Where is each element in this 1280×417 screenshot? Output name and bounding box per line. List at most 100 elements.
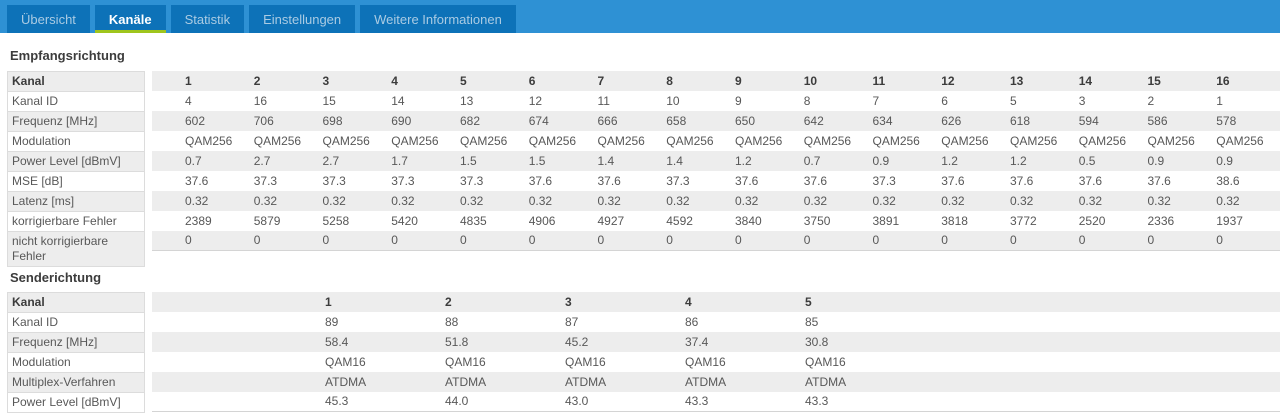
column-header: 2 <box>248 71 318 91</box>
table-cell: 0 <box>386 231 455 251</box>
spacer-cell <box>152 211 180 231</box>
row-label: Frequenz [MHz] <box>7 333 145 353</box>
table-cell: 2389 <box>185 213 212 228</box>
table-cell: 3772 <box>1010 213 1037 228</box>
table-cell: QAM256 <box>872 133 920 148</box>
row-label-column: Kanal Kanal ID Frequenz [MHz] Modulation Mul… <box>7 292 145 413</box>
table-cell: 12 <box>528 93 543 108</box>
tab-einstellungen[interactable]: Einstellungen <box>249 5 356 33</box>
table-cell: QAM256 <box>735 133 783 148</box>
tab-kanaele[interactable]: Kanäle <box>94 5 166 33</box>
table-cell: 0 <box>248 231 318 251</box>
table-cell: 2520 <box>1078 213 1106 228</box>
table-cell: 37.6 <box>528 173 553 188</box>
table-cell: 0 <box>730 231 799 251</box>
row-label: nicht korrigierbare Fehler <box>7 232 145 267</box>
table-cell: 0.32 <box>317 191 387 211</box>
filler-cell <box>920 372 1280 392</box>
table-cell: ATDMA <box>560 372 680 392</box>
table-cell: 0.9 <box>1211 151 1280 171</box>
row-label: Latenz [ms] <box>7 192 145 212</box>
spacer-cell <box>152 352 320 372</box>
table-cell: 698 <box>317 111 387 131</box>
channel-data-grid: 1 2 3 4 5 89 88 87 86 85 58.4 51.8 45.2 37.4 30.8 QAM16… <box>152 292 1280 412</box>
table-cell: 10 <box>666 93 680 108</box>
table-cell: ATDMA <box>440 372 560 392</box>
table-cell: 5258 <box>322 213 350 228</box>
table-cell: 37.6 <box>803 173 828 188</box>
table-cell: 2 <box>1147 93 1155 108</box>
table-cell: 0.32 <box>936 191 1005 211</box>
table-cell: 3 <box>1078 93 1086 108</box>
table-cell: 0.7 <box>180 151 249 171</box>
table-cell: QAM256 <box>941 133 989 148</box>
table-cell: QAM256 <box>460 133 508 148</box>
spacer-cell <box>152 151 180 171</box>
table-cell: 650 <box>730 111 799 131</box>
table-cell: 88 <box>445 314 459 329</box>
table-cell: 674 <box>523 111 593 131</box>
tab-uebersicht[interactable]: Übersicht <box>7 5 90 33</box>
table-cell: 0.32 <box>180 191 249 211</box>
table-cell: 0.32 <box>455 191 524 211</box>
table-cell: 2.7 <box>317 151 387 171</box>
spacer-cell <box>152 231 180 251</box>
table-cell: 3891 <box>872 213 900 228</box>
table-cell: 45.2 <box>560 332 680 352</box>
spacer-cell <box>152 191 180 211</box>
table-cell: 706 <box>248 111 318 131</box>
table-cell: 89 <box>325 314 339 329</box>
column-header: 7 <box>592 71 662 91</box>
table-cell: 0 <box>1142 231 1212 251</box>
spacer-cell <box>152 131 180 151</box>
table-cell: 0.32 <box>661 191 730 211</box>
table-cell: 37.3 <box>253 173 278 188</box>
corner-label: Kanal <box>7 71 145 92</box>
tab-statistik[interactable]: Statistik <box>170 5 245 33</box>
table-cell: 0.5 <box>1073 151 1143 171</box>
spacer-cell <box>152 332 320 352</box>
table-cell: ATDMA <box>680 372 800 392</box>
top-tab-bar: Übersicht Kanäle Statistik Einstellungen Wei… <box>0 0 1280 33</box>
row-label: korrigierbare Fehler <box>7 212 145 232</box>
table-cell: QAM256 <box>1078 133 1127 148</box>
table-cell: 37.3 <box>872 173 896 188</box>
table-cell: 85 <box>805 314 819 329</box>
table-cell: 0.32 <box>523 191 593 211</box>
table-cell: 4835 <box>460 213 487 228</box>
column-header: 9 <box>730 71 799 91</box>
tab-weitere-informationen[interactable]: Weitere Informationen <box>360 5 516 33</box>
row-label: Frequenz [MHz] <box>7 112 145 132</box>
table-cell: 0.32 <box>798 191 868 211</box>
table-cell: QAM256 <box>597 133 645 148</box>
table-cell: ATDMA <box>800 372 920 392</box>
spacer-cell <box>152 372 320 392</box>
table-cell: 14 <box>391 93 405 108</box>
table-cell: QAM16 <box>445 354 486 369</box>
table-cell: 8 <box>803 93 811 108</box>
filler-cell <box>920 312 1280 332</box>
table-cell: 4592 <box>666 213 693 228</box>
table-cell: 0 <box>936 231 1005 251</box>
table-cell: QAM256 <box>185 133 233 148</box>
table-cell: QAM16 <box>805 354 846 369</box>
table-cell: QAM16 <box>325 354 366 369</box>
column-header: 1 <box>320 292 440 312</box>
table-cell: QAM256 <box>1147 133 1195 148</box>
table-cell: 86 <box>685 314 699 329</box>
table-cell: 1.2 <box>730 151 799 171</box>
column-header: 4 <box>680 292 800 312</box>
table-cell: 1.2 <box>1005 151 1074 171</box>
table-cell: 37.3 <box>666 173 690 188</box>
column-header: 5 <box>800 292 920 312</box>
table-cell: 2336 <box>1147 213 1175 228</box>
table-cell: 1.7 <box>386 151 455 171</box>
filler-cell <box>920 392 1280 412</box>
table-cell: 0 <box>523 231 593 251</box>
column-header: 11 <box>867 71 937 91</box>
table-cell: 1.5 <box>455 151 524 171</box>
column-header: 3 <box>317 71 387 91</box>
table-cell: 0.32 <box>730 191 799 211</box>
table-cell: 3840 <box>735 213 762 228</box>
table-cell: 1.2 <box>936 151 1005 171</box>
